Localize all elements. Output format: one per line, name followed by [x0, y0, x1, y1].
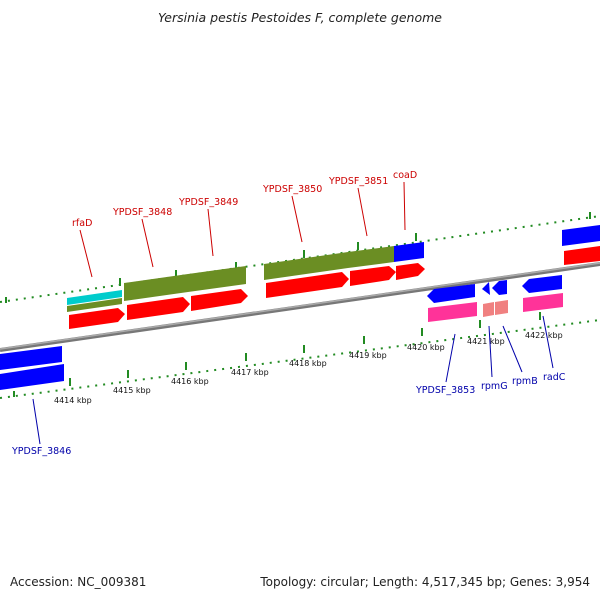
forward-dotted-track	[0, 215, 600, 303]
feature-YPDSF_3853-gene[interactable]	[427, 284, 475, 303]
cds-YPDSF_3849[interactable]	[191, 289, 248, 311]
leader-radC	[542, 315, 554, 369]
genome-backbone-highlight	[0, 262, 600, 350]
tick-label-4418: 4418 kbp	[289, 359, 327, 368]
feature-radC-gene[interactable]	[522, 275, 562, 293]
feature-YPDSF_3849-gene[interactable]	[188, 266, 246, 292]
leader-YPDSF_3849	[207, 208, 214, 257]
tick-label-4421: 4421 kbp	[467, 337, 505, 346]
leader-YPDSF_3853	[445, 333, 456, 383]
upper-major-ticks	[5, 212, 591, 303]
feature-YPDSF_3848-gene[interactable]	[124, 274, 188, 301]
leader-YPDSF_3846	[32, 398, 41, 445]
cds-YPDSF_3850[interactable]	[266, 272, 349, 298]
feature-rpmG-rna[interactable]	[483, 302, 494, 317]
tick-label-4419: 4419 kbp	[349, 351, 387, 360]
feature-YPDSF_3846-gene[interactable]	[0, 346, 62, 370]
feature-YPDSF_3850-gene[interactable]	[264, 252, 348, 280]
accession-text: Accession: NC_009381	[10, 575, 147, 589]
reverse-dotted-track	[0, 319, 600, 399]
lower-major-ticks	[13, 312, 541, 397]
leader-rpmB	[502, 325, 523, 373]
kbp-tick-labels: 4414 kbp 4415 kbp 4416 kbp 4417 kbp 4418…	[54, 331, 563, 405]
leader-coaD	[403, 181, 406, 231]
label-rfaD[interactable]: rfaD	[72, 218, 92, 229]
feature-rpmG-gene[interactable]	[482, 282, 490, 295]
feature-rfaD-gene[interactable]	[67, 298, 122, 312]
leader-YPDSF_3851	[357, 187, 368, 237]
feature-coaD-gene[interactable]	[394, 242, 424, 262]
feature-edge-right-gene[interactable]	[562, 225, 600, 246]
cds-YPDSF_3848[interactable]	[127, 297, 190, 320]
feature-rfaD-rna[interactable]	[67, 290, 122, 305]
tick-label-4422: 4422 kbp	[525, 331, 563, 340]
leader-YPDSF_3850	[291, 195, 303, 243]
feature-YPDSF_3853-rna[interactable]	[428, 302, 477, 322]
genome-summary-text: Topology: circular; Length: 4,517,345 bp…	[260, 575, 590, 589]
reverse-gene-labels: YPDSF_3846 YPDSF_3853 rpmG rpmB radC	[11, 372, 566, 457]
reverse-leader-lines	[32, 315, 554, 445]
feature-YPDSF_3851-gene[interactable]	[348, 246, 394, 268]
tick-label-4414: 4414 kbp	[54, 396, 92, 405]
tick-label-4420: 4420 kbp	[407, 343, 445, 352]
tick-label-4416: 4416 kbp	[171, 377, 209, 386]
feature-rpmB-rna[interactable]	[495, 300, 508, 315]
feature-YPDSF_3846-cds[interactable]	[0, 364, 64, 390]
label-YPDSF_3848[interactable]: YPDSF_3848	[112, 207, 172, 218]
forward-leader-lines	[79, 181, 406, 278]
feature-radC-rna[interactable]	[523, 293, 563, 312]
forward-gene-labels: rfaD YPDSF_3848 YPDSF_3849 YPDSF_3850 YP…	[72, 170, 417, 229]
leader-rfaD	[79, 229, 93, 278]
cds-edge-right[interactable]	[564, 246, 600, 265]
feature-rpmB-gene[interactable]	[492, 280, 507, 295]
genome-title: Yersinia pestis Pestoides F, complete ge…	[158, 10, 442, 25]
label-radC[interactable]: radC	[543, 372, 566, 383]
label-YPDSF_3849[interactable]: YPDSF_3849	[178, 197, 238, 208]
genome-backbone	[0, 262, 600, 352]
label-coaD[interactable]: coaD	[393, 170, 417, 181]
label-YPDSF_3846[interactable]: YPDSF_3846	[11, 446, 71, 457]
label-YPDSF_3853[interactable]: YPDSF_3853	[415, 385, 475, 396]
label-YPDSF_3851[interactable]: YPDSF_3851	[328, 176, 388, 187]
cds-coaD[interactable]	[396, 263, 425, 280]
label-rpmG[interactable]: rpmG	[481, 381, 508, 392]
tick-label-4415: 4415 kbp	[113, 386, 151, 395]
cds-rfaD[interactable]	[69, 308, 125, 329]
cds-YPDSF_3851[interactable]	[350, 266, 396, 286]
leader-YPDSF_3848	[141, 218, 154, 268]
label-YPDSF_3850[interactable]: YPDSF_3850	[262, 184, 322, 195]
label-rpmB[interactable]: rpmB	[512, 376, 538, 387]
tick-label-4417: 4417 kbp	[231, 368, 269, 377]
leader-rpmG	[488, 325, 493, 378]
